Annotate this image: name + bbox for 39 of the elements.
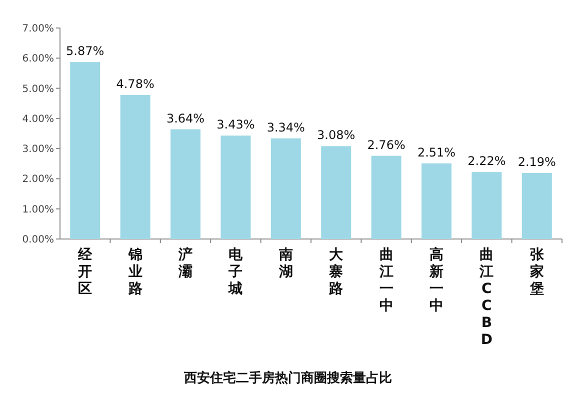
y-tick-label: 5.00%: [22, 84, 54, 95]
bar: [270, 138, 301, 239]
bar: [422, 163, 452, 239]
bar: [220, 136, 251, 239]
data-label: 5.87%: [66, 44, 104, 58]
data-label: 2.19%: [518, 154, 556, 169]
x-tick-label: 曲江CCBD: [478, 247, 494, 348]
data-label: 4.78%: [116, 76, 154, 91]
y-tick-label: 2.00%: [22, 174, 54, 186]
y-tick-label: 0.00%: [22, 234, 54, 246]
x-tick-label: 南湖: [278, 247, 293, 280]
text: 西安住宅二手房热门商圈搜索量占比: [183, 370, 392, 386]
bar: [170, 129, 200, 239]
data-label: 2.76%: [367, 138, 406, 152]
data-label: 3.43%: [216, 118, 255, 132]
bar: [321, 146, 352, 239]
x-tick-label: 电子城: [228, 247, 244, 297]
x-tick-label: 浐灞: [178, 246, 192, 280]
x-tick-label: 张家堡: [528, 247, 545, 297]
data-label: 3.64%: [166, 111, 205, 126]
data-label: 3.34%: [266, 120, 305, 134]
data-label: 2.22%: [468, 154, 506, 168]
x-tick-label: 经开区: [77, 247, 94, 297]
x-tick-label: 锦业路: [127, 247, 142, 297]
bar: [522, 172, 552, 239]
x-tick-label: 大寨路: [328, 247, 344, 297]
y-tick-label: 3.00%: [22, 144, 54, 156]
y-tick-label: 7.00%: [22, 24, 54, 34]
data-label: 3.08%: [317, 128, 356, 142]
bar: [472, 172, 502, 239]
x-tick-label: 曲江一中: [378, 247, 394, 314]
y-tick-label: 4.00%: [22, 114, 54, 125]
y-tick-label: 6.00%: [22, 54, 54, 65]
y-tick-label: 1.00%: [22, 204, 54, 216]
bar: [120, 94, 150, 239]
x-tick-label: 高新一中: [428, 246, 444, 314]
data-label: 2.51%: [417, 145, 456, 160]
bar: [70, 62, 100, 239]
bar: [371, 156, 402, 239]
